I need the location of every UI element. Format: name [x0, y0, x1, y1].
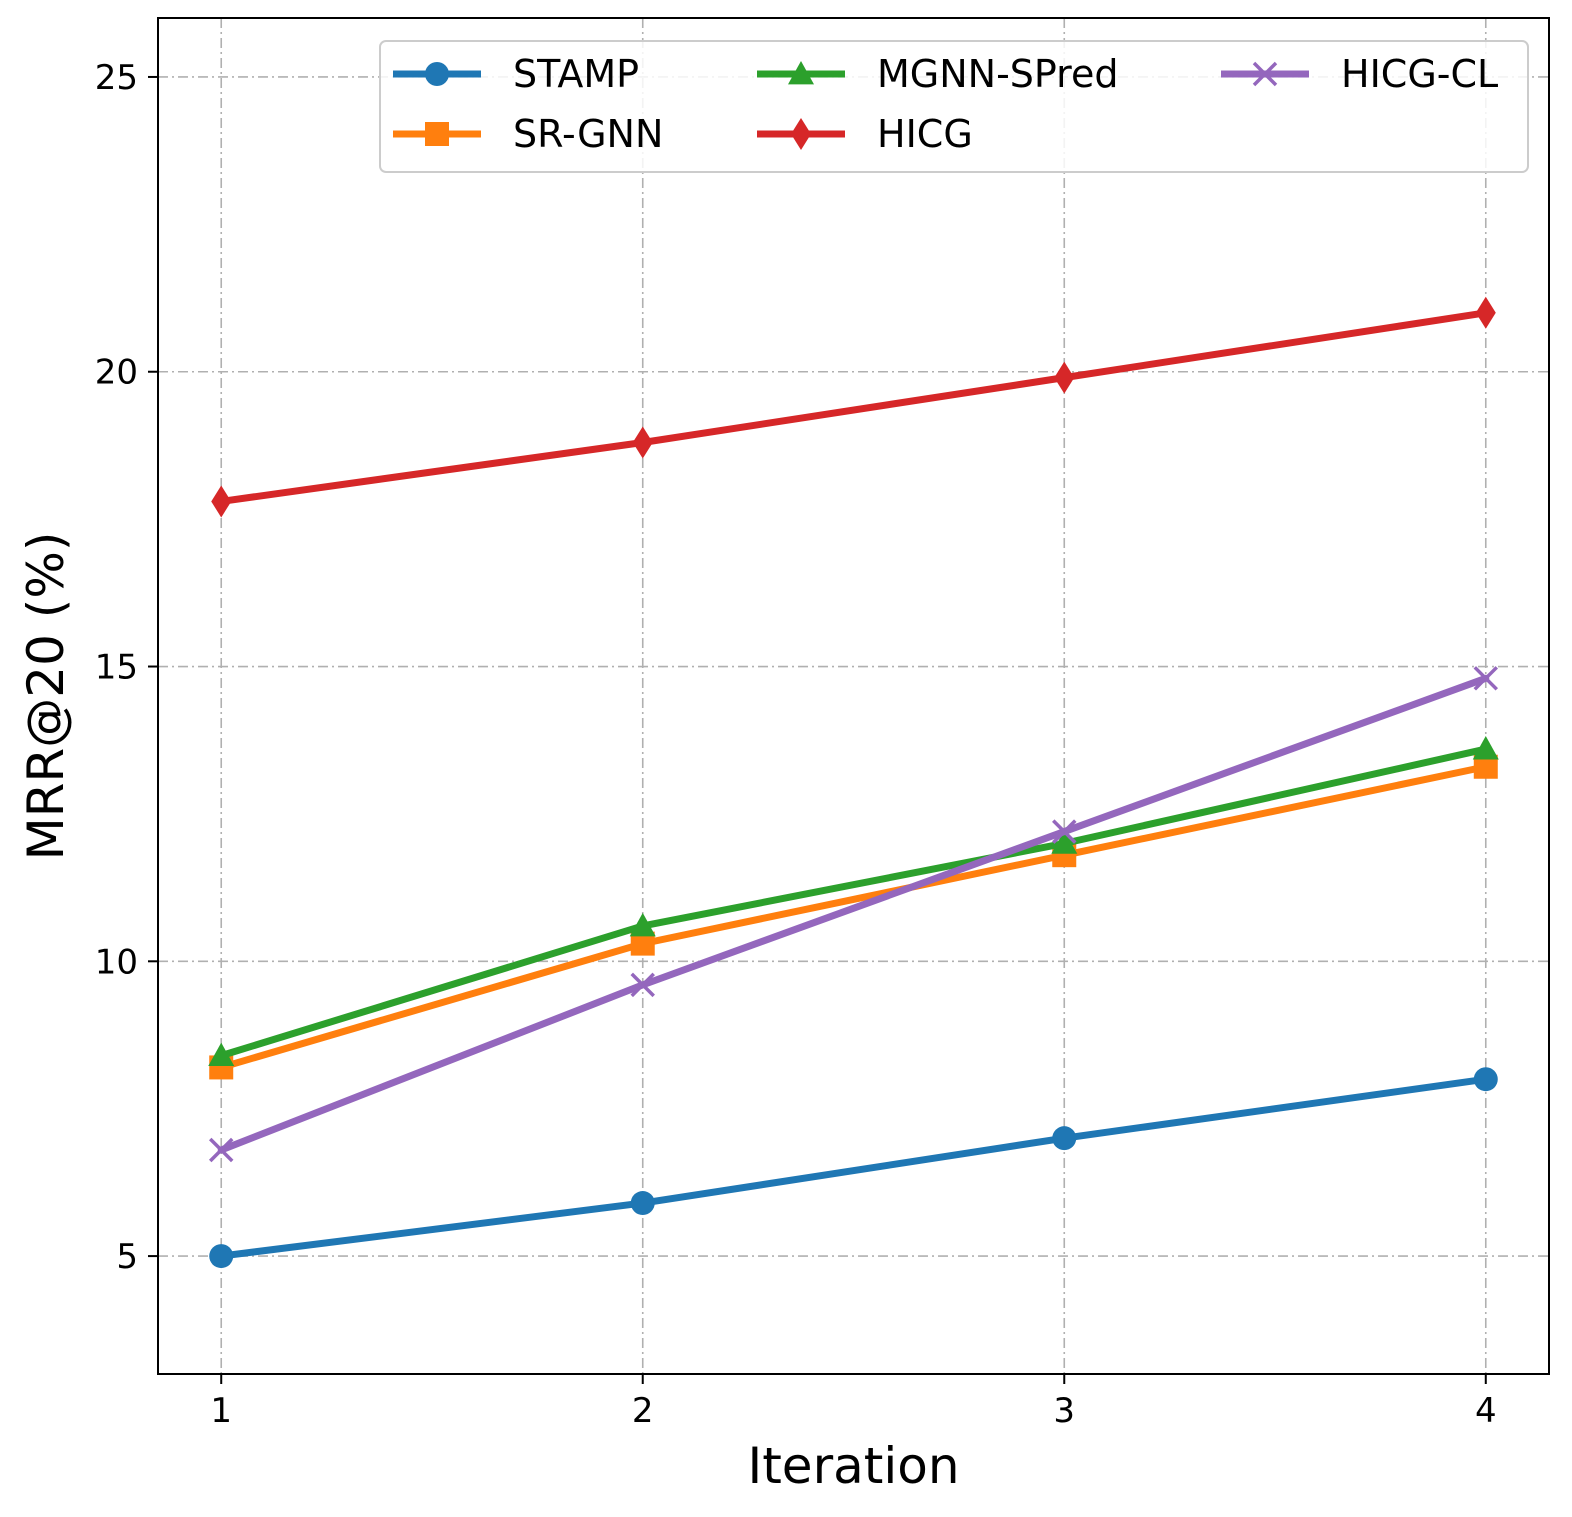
series-line: [217, 763, 1490, 1071]
legend: STAMP SR-GNN MGNN-SPred HICG HICG-CL: [379, 40, 1529, 173]
series-hicg-cl: [208, 666, 1499, 1163]
series-layer: [208, 296, 1499, 1269]
data-point: [208, 1137, 234, 1163]
y-tick-label: 15: [95, 648, 138, 688]
data-point: [211, 485, 232, 518]
data-point: [1472, 736, 1499, 760]
x-tick-label: 4: [1475, 1391, 1497, 1431]
data-point: [209, 1244, 234, 1269]
data-point: [425, 62, 449, 86]
series-line: [217, 1075, 1490, 1260]
legend-item: HICG-CL: [1221, 52, 1498, 96]
data-point: [1473, 1067, 1498, 1092]
plot-frame: [157, 17, 1550, 1375]
legend-label: MGNN-SPred: [877, 52, 1118, 96]
data-point: [1052, 819, 1077, 844]
y-tick-label: 10: [95, 942, 138, 982]
data-point: [1051, 830, 1078, 854]
data-point: [1054, 361, 1075, 394]
x-axis-label: Iteration: [747, 1437, 959, 1495]
y-tick-label: 25: [95, 58, 138, 98]
legend-item: STAMP: [393, 52, 639, 96]
y-axis-label: MRR@20 (%): [17, 532, 75, 861]
legend-label: HICG: [877, 112, 973, 156]
data-point: [1475, 296, 1496, 329]
data-point: [208, 1042, 235, 1067]
legend-label: SR-GNN: [513, 112, 663, 156]
legend-item: MGNN-SPred: [757, 52, 1118, 96]
legend-item: HICG: [757, 112, 973, 156]
data-point: [425, 122, 449, 146]
series-line: [217, 674, 1490, 1154]
series-line: [217, 309, 1490, 505]
data-point: [630, 972, 655, 998]
x-tick-label: 2: [632, 1391, 654, 1431]
legend-label: HICG-CL: [1341, 52, 1498, 96]
data-point: [629, 912, 656, 937]
ticks: 1 2 3 4 5 10 15 20 25: [95, 58, 1497, 1431]
series-mgnn-spred: [208, 736, 1499, 1067]
y-tick-label: 5: [116, 1237, 138, 1277]
data-point: [630, 1191, 655, 1216]
series-hicg: [211, 296, 1496, 518]
x-tick-label: 1: [210, 1391, 232, 1431]
data-point: [1252, 61, 1278, 87]
data-point: [632, 426, 653, 459]
y-tick-label: 20: [95, 353, 138, 393]
data-point: [1473, 666, 1499, 691]
legend-label: STAMP: [513, 52, 639, 96]
data-point: [1052, 1126, 1077, 1151]
series-sr-gnn: [209, 754, 1498, 1080]
data-point: [788, 61, 814, 85]
data-point: [791, 118, 811, 150]
x-tick-label: 3: [1053, 1391, 1075, 1431]
series-line: [217, 745, 1490, 1060]
legend-item: SR-GNN: [393, 112, 663, 156]
series-stamp: [209, 1067, 1498, 1269]
